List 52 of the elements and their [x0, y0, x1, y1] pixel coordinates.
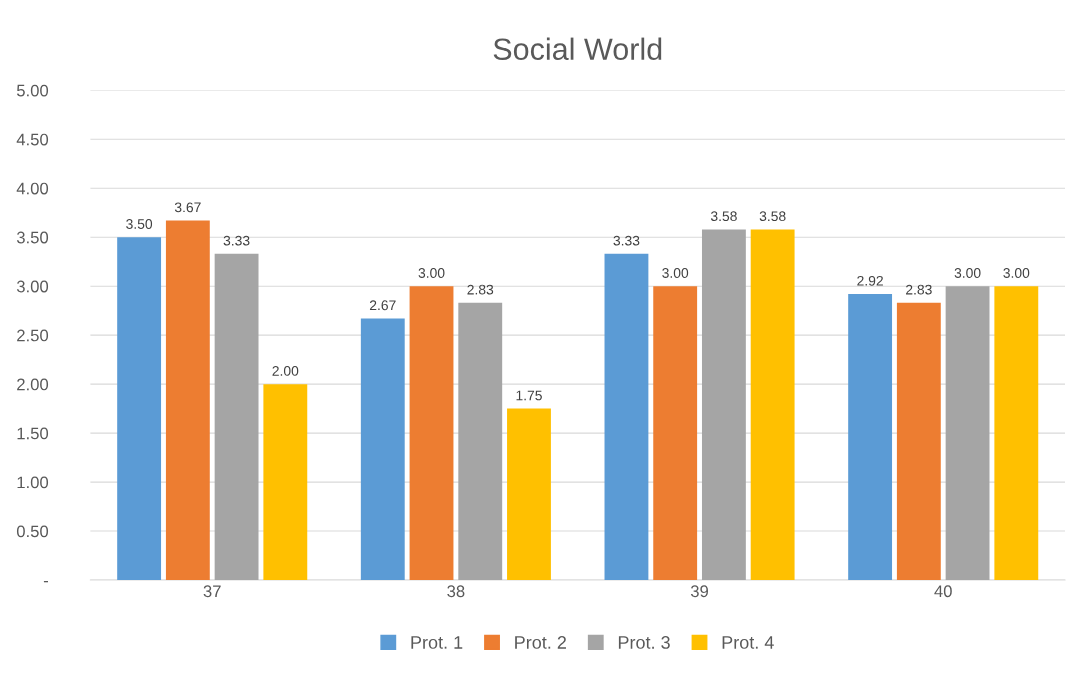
data-label: 2.67	[369, 300, 396, 311]
x-tick-label: 40	[934, 585, 952, 598]
bar	[604, 253, 649, 581]
data-label: 3.33	[613, 235, 640, 246]
data-label: 3.00	[1003, 268, 1030, 278]
y-tick-label: 1.00	[17, 476, 49, 489]
legend-label: Prot. 4	[722, 636, 774, 649]
data-label: 3.33	[223, 235, 250, 246]
data-label: 3.50	[126, 219, 153, 229]
bar	[653, 286, 698, 581]
data-label: 2.00	[272, 366, 299, 376]
x-tick-label: 37	[203, 585, 221, 598]
data-label: 3.67	[174, 202, 201, 213]
data-label: 3.58	[710, 211, 737, 222]
bar	[945, 286, 990, 581]
bar	[263, 384, 308, 581]
bar	[994, 286, 1039, 581]
x-tick-label: 38	[447, 585, 465, 598]
data-label: 3.00	[418, 268, 445, 278]
legend-label: Prot. 3	[618, 636, 670, 649]
bar	[360, 318, 405, 581]
y-tick-label: 4.50	[16, 133, 49, 146]
y-tick-label: 1.50	[17, 427, 49, 440]
bar	[214, 253, 259, 581]
x-tick-label: 39	[690, 585, 709, 598]
y-tick-label: -	[43, 580, 48, 583]
data-label: 2.92	[857, 275, 883, 286]
data-label: 3.00	[954, 268, 981, 278]
y-tick-label: 3.00	[16, 280, 49, 293]
bar	[750, 229, 795, 581]
legend-label: Prot. 1	[411, 636, 463, 649]
data-label: 2.83	[906, 284, 932, 295]
bar	[409, 286, 454, 581]
y-tick-label: 5.00	[16, 84, 49, 97]
bar	[165, 220, 210, 581]
bar	[458, 302, 503, 581]
bar	[117, 237, 162, 581]
bar	[507, 408, 551, 581]
chart-title: Social World	[493, 37, 662, 61]
data-label: 1.75	[516, 390, 542, 401]
y-tick-label: 0.50	[16, 525, 49, 538]
y-tick-label: 2.00	[17, 378, 49, 391]
data-label: 3.00	[662, 268, 689, 278]
data-label: 2.83	[467, 284, 494, 295]
y-tick-label: 2.50	[17, 329, 49, 342]
bar	[701, 229, 746, 581]
data-label: 3.58	[759, 211, 786, 222]
y-tick-label: 3.50	[16, 231, 49, 244]
y-tick-label: 4.00	[16, 182, 49, 195]
bar	[896, 302, 941, 581]
legend-label: Prot. 2	[515, 636, 566, 649]
bar	[848, 294, 893, 581]
